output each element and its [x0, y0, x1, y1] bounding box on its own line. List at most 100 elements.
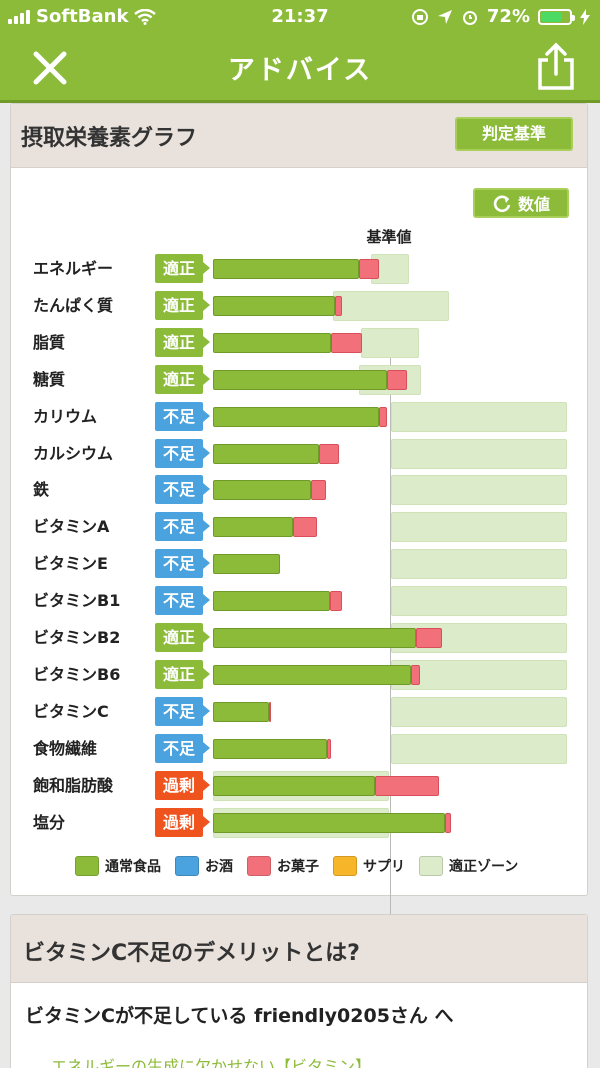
legend-item: 適正ゾーン — [419, 856, 518, 876]
food-bar — [213, 517, 293, 538]
nutrient-label: ビタミンB6 — [33, 664, 121, 684]
legend-label: 通常食品 — [105, 859, 161, 875]
nutrient-label: 塩分 — [33, 812, 66, 832]
snack-bar — [387, 369, 407, 390]
status-badge: 不足 — [155, 401, 210, 431]
status-badge: 不足 — [155, 586, 210, 616]
food-bar — [213, 591, 330, 612]
status-badge: 適正 — [155, 659, 210, 689]
optimal-zone — [391, 733, 567, 764]
snack-bar — [269, 701, 271, 722]
snack-bar — [359, 259, 379, 279]
advice-card-header: ビタミンC不足のデメリットとは? — [11, 915, 587, 983]
snack-bar — [331, 332, 362, 353]
rotation-lock-icon — [411, 8, 428, 25]
optimal-zone — [391, 549, 567, 580]
optimal-zone — [391, 438, 567, 469]
nutrient-graph-card: 摂取栄養素グラフ 判定基準 数値 基準値 エネルギー 適正 たんぱく質 適正 脂質 適正糖… — [10, 103, 589, 939]
advice-card: ビタミンC不足のデメリットとは? ビタミンCが不足している friendly02… — [10, 914, 588, 1068]
nutrient-label: カルシウム — [33, 443, 114, 463]
snack-bar — [416, 628, 442, 648]
wifi-icon — [134, 8, 157, 25]
food-bar — [213, 812, 445, 833]
food-bar — [213, 332, 331, 353]
nutrient-label: 飽和脂肪酸 — [33, 775, 114, 795]
snack-bar — [335, 295, 342, 316]
nutrient-label: ビタミンA — [33, 517, 110, 537]
graph-title: 摂取栄養素グラフ — [21, 126, 198, 151]
food-bar — [213, 554, 280, 575]
snack-bar — [293, 517, 317, 538]
clock: 21:37 — [271, 6, 329, 27]
optimal-zone — [391, 586, 567, 617]
status-badge: 適正 — [155, 364, 210, 394]
show-values-label: 数値 — [517, 195, 550, 214]
nutrient-label: 鉄 — [33, 480, 50, 500]
share-icon[interactable] — [534, 42, 578, 92]
status-badge: 適正 — [155, 290, 210, 320]
status-right: 72% — [411, 6, 590, 27]
show-values-button[interactable]: 数値 — [473, 188, 569, 218]
chart-legend: 通常食品 お酒 お菓子 サプリ 適正ゾーン — [75, 856, 518, 876]
nutrient-label: ビタミンE — [33, 554, 108, 574]
snack-bar — [311, 480, 326, 501]
nutrient-label: たんぱく質 — [33, 295, 114, 315]
app-header: SoftBank 21:37 72% アドバイス — [0, 0, 600, 103]
status-badge: 不足 — [155, 733, 210, 763]
optimal-zone — [333, 290, 449, 321]
legend-swatch — [419, 856, 443, 876]
optimal-zone — [391, 659, 567, 690]
snack-bar — [379, 406, 387, 427]
nutrient-label: エネルギー — [33, 259, 114, 278]
food-bar — [213, 664, 411, 685]
legend-item: お酒 — [175, 856, 233, 876]
optimal-zone — [361, 327, 419, 358]
legend-swatch — [333, 856, 357, 876]
nutrient-label: 脂質 — [33, 332, 66, 352]
food-bar — [213, 406, 379, 427]
status-badge: 過剰 — [155, 770, 210, 800]
snack-bar — [327, 738, 331, 759]
legend-item: サプリ — [333, 856, 405, 876]
signal-icon — [8, 9, 30, 24]
optimal-zone — [391, 401, 567, 432]
legend-swatch — [247, 856, 271, 876]
status-badge: 過剰 — [155, 807, 210, 837]
food-bar — [213, 259, 359, 279]
food-bar — [213, 775, 375, 796]
graph-card-header: 摂取栄養素グラフ 判定基準 — [11, 104, 587, 168]
snack-bar — [445, 812, 451, 833]
nutrient-chart: エネルギー 適正 たんぱく質 適正 脂質 適正 糖質 適正 カリウム 不足 カルシウム 不足鉄不足 ビタ… — [11, 104, 589, 939]
page-title: アドバイス — [227, 55, 373, 86]
snack-bar — [319, 443, 339, 464]
nutrient-label: カリウム — [33, 406, 98, 426]
status-badge: 不足 — [155, 438, 210, 468]
status-badge: 適正 — [155, 254, 210, 283]
judge-criteria-button[interactable]: 判定基準 — [455, 117, 573, 151]
food-bar — [213, 295, 335, 316]
status-badge: 適正 — [155, 623, 210, 652]
status-badge: 不足 — [155, 512, 210, 542]
legend-swatch — [175, 856, 199, 876]
snack-bar — [330, 591, 342, 612]
food-bar — [213, 738, 327, 759]
advice-title: ビタミンC不足のデメリットとは? — [23, 941, 360, 966]
charging-icon — [580, 8, 590, 25]
food-bar — [213, 701, 269, 722]
close-icon[interactable] — [28, 46, 72, 90]
nutrient-label: ビタミンB2 — [33, 628, 121, 647]
optimal-zone — [391, 696, 567, 727]
advice-body: ビタミンCが不足している friendly0205さん へ — [25, 1005, 454, 1027]
advice-more-link[interactable]: エネルギーの生成に欠かせない【ビタミン】 — [51, 1057, 372, 1068]
legend-item: お菓子 — [247, 856, 319, 876]
legend-label: サプリ — [363, 859, 405, 875]
battery-percent: 72% — [486, 6, 530, 27]
nutrient-label: ビタミンB1 — [33, 591, 121, 611]
status-badge: 不足 — [155, 475, 210, 505]
carrier: SoftBank — [8, 6, 157, 27]
legend-swatch — [75, 856, 99, 876]
location-icon — [437, 9, 452, 24]
carrier-name: SoftBank — [36, 6, 129, 27]
food-bar — [213, 369, 387, 390]
legend-label: 適正ゾーン — [449, 859, 519, 875]
